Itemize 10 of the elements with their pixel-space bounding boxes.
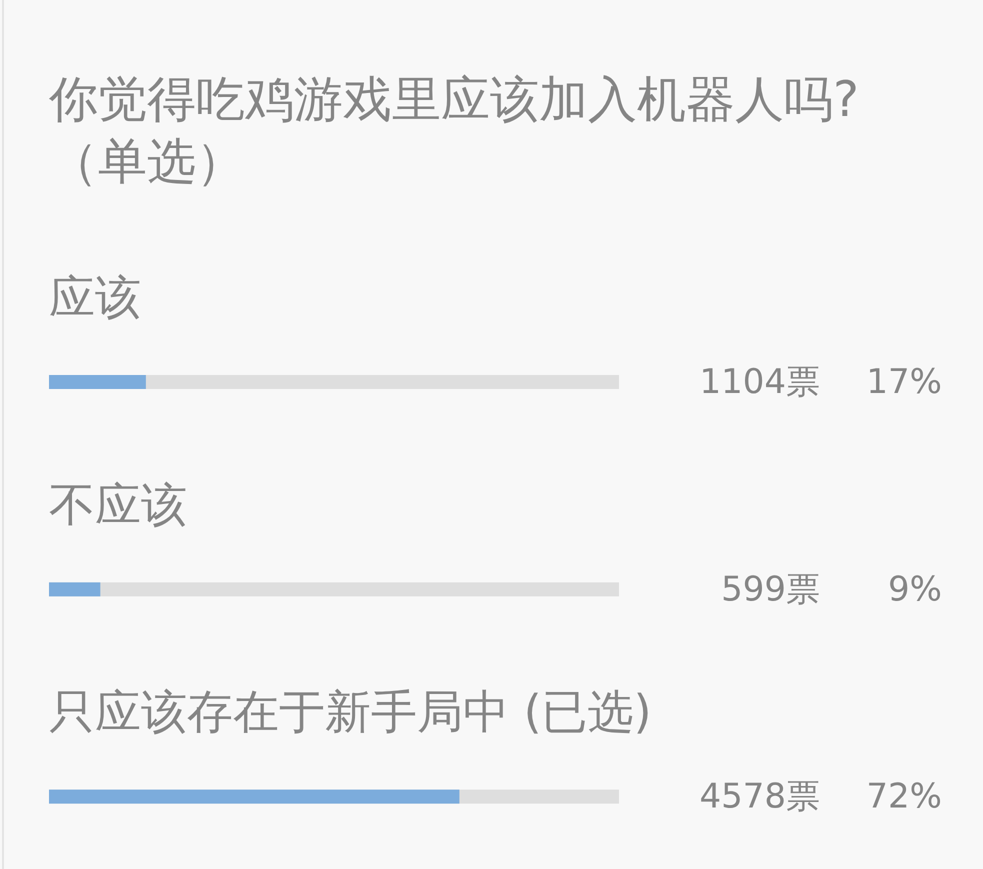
chart-title: 你觉得吃鸡游戏里应该加入机器人吗?（单选）	[49, 70, 860, 192]
data-label: 17%	[866, 362, 942, 402]
text: 1104票	[699, 362, 820, 402]
data-label: 72%	[866, 776, 942, 817]
y-tick-label: 应该	[49, 270, 141, 324]
y-tick-label: 只应该存在于新手局中 (已选)	[49, 684, 652, 739]
y-tick-label: 不应该	[49, 477, 187, 532]
text: 4578票	[699, 776, 820, 817]
text: 599票	[721, 569, 820, 610]
data-label: 9%	[888, 569, 942, 610]
